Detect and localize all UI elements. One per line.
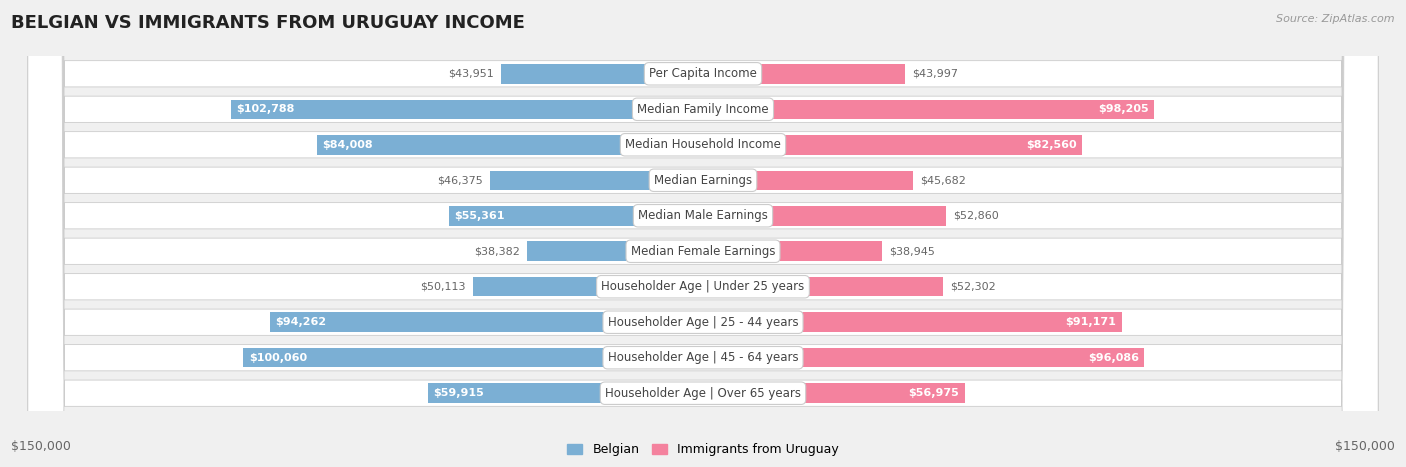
Bar <box>703 241 882 261</box>
Bar <box>703 64 905 84</box>
Bar <box>270 312 703 332</box>
FancyBboxPatch shape <box>28 0 1378 467</box>
Text: Median Household Income: Median Household Income <box>626 138 780 151</box>
Text: Householder Age | 25 - 44 years: Householder Age | 25 - 44 years <box>607 316 799 329</box>
Bar <box>703 170 912 190</box>
Text: BELGIAN VS IMMIGRANTS FROM URUGUAY INCOME: BELGIAN VS IMMIGRANTS FROM URUGUAY INCOM… <box>11 14 524 32</box>
Text: $52,302: $52,302 <box>950 282 995 292</box>
Bar <box>491 170 703 190</box>
FancyBboxPatch shape <box>28 0 1378 467</box>
FancyBboxPatch shape <box>28 0 1378 467</box>
FancyBboxPatch shape <box>28 0 1378 467</box>
Bar <box>703 99 1154 119</box>
Text: $98,205: $98,205 <box>1098 104 1149 114</box>
Text: Median Female Earnings: Median Female Earnings <box>631 245 775 258</box>
Bar <box>427 383 703 403</box>
Text: Householder Age | 45 - 64 years: Householder Age | 45 - 64 years <box>607 351 799 364</box>
Bar <box>703 206 946 226</box>
Bar <box>231 99 703 119</box>
FancyBboxPatch shape <box>28 0 1378 467</box>
Text: $150,000: $150,000 <box>11 440 72 453</box>
FancyBboxPatch shape <box>28 0 1378 467</box>
Text: $56,975: $56,975 <box>908 388 959 398</box>
Text: $82,560: $82,560 <box>1026 140 1077 150</box>
Text: Median Family Income: Median Family Income <box>637 103 769 116</box>
Text: $100,060: $100,060 <box>249 353 307 363</box>
Text: $55,361: $55,361 <box>454 211 505 221</box>
Text: $59,915: $59,915 <box>433 388 484 398</box>
Text: $46,375: $46,375 <box>437 175 484 185</box>
Text: $38,945: $38,945 <box>889 246 935 256</box>
FancyBboxPatch shape <box>28 0 1378 467</box>
Text: Per Capita Income: Per Capita Income <box>650 67 756 80</box>
Text: $84,008: $84,008 <box>322 140 374 150</box>
Text: $96,086: $96,086 <box>1088 353 1139 363</box>
Bar <box>703 312 1122 332</box>
Bar <box>449 206 703 226</box>
Bar <box>472 277 703 297</box>
Text: $38,382: $38,382 <box>474 246 520 256</box>
Text: Householder Age | Under 25 years: Householder Age | Under 25 years <box>602 280 804 293</box>
FancyBboxPatch shape <box>28 0 1378 467</box>
Text: Median Male Earnings: Median Male Earnings <box>638 209 768 222</box>
Text: $52,860: $52,860 <box>953 211 998 221</box>
Legend: Belgian, Immigrants from Uruguay: Belgian, Immigrants from Uruguay <box>562 439 844 461</box>
Text: $91,171: $91,171 <box>1066 317 1116 327</box>
Text: $150,000: $150,000 <box>1334 440 1395 453</box>
Text: Householder Age | Over 65 years: Householder Age | Over 65 years <box>605 387 801 400</box>
Bar <box>703 383 965 403</box>
FancyBboxPatch shape <box>28 0 1378 467</box>
Bar <box>703 277 943 297</box>
Bar <box>703 348 1144 368</box>
Bar <box>318 135 703 155</box>
Text: $94,262: $94,262 <box>276 317 326 327</box>
Text: $43,951: $43,951 <box>449 69 495 79</box>
Text: $45,682: $45,682 <box>920 175 966 185</box>
Text: Source: ZipAtlas.com: Source: ZipAtlas.com <box>1277 14 1395 24</box>
FancyBboxPatch shape <box>28 0 1378 467</box>
Bar <box>527 241 703 261</box>
Text: $102,788: $102,788 <box>236 104 295 114</box>
Text: $50,113: $50,113 <box>420 282 465 292</box>
Bar <box>703 135 1083 155</box>
Bar <box>243 348 703 368</box>
Bar <box>501 64 703 84</box>
Text: Median Earnings: Median Earnings <box>654 174 752 187</box>
Text: $43,997: $43,997 <box>912 69 957 79</box>
